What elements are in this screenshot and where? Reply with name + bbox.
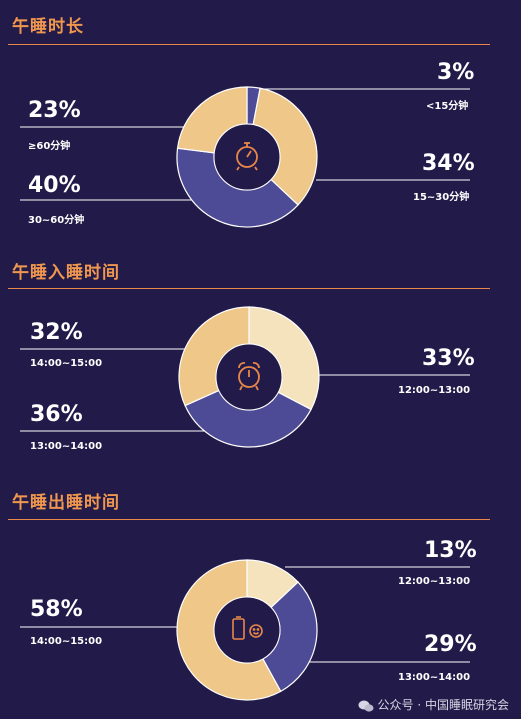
section-divider: [8, 288, 490, 289]
data-label-value: 36%: [30, 402, 83, 427]
data-label-value: 32%: [30, 320, 83, 345]
data-label-category: 15~30分钟: [413, 192, 470, 203]
section-title-wake-time: 午睡出睡时间: [12, 493, 120, 513]
section-title-nap-duration: 午睡时长: [12, 17, 84, 37]
data-label-category: 12:00~13:00: [398, 385, 471, 396]
alarm-clock-icon: [238, 362, 260, 391]
donut-chart-sleep-onset-time: [178, 306, 320, 448]
data-label-value: 29%: [424, 632, 477, 657]
section-divider: [8, 44, 490, 45]
data-label-value: 23%: [28, 98, 81, 123]
donut-chart-nap-duration: [176, 86, 318, 228]
battery-smile-icon: [232, 616, 263, 640]
data-label-category: 14:00~15:00: [30, 636, 103, 647]
section-divider: [8, 519, 490, 520]
data-label-category: <15分钟: [426, 101, 469, 112]
donut-chart-wake-time: [176, 559, 318, 701]
section-title-sleep-onset-time: 午睡入睡时间: [12, 263, 120, 283]
data-label-category: 14:00~15:00: [30, 358, 103, 369]
data-label-category: 13:00~14:00: [30, 441, 103, 452]
donut-hole: [213, 596, 281, 664]
data-label-value: 13%: [424, 538, 477, 563]
data-label-value: 33%: [422, 346, 475, 371]
data-label-value: 34%: [422, 151, 475, 176]
data-label-value: 58%: [30, 597, 83, 622]
wechat-icon: [358, 700, 374, 712]
data-label-category: 13:00~14:00: [398, 672, 471, 683]
data-label-category: 30~60分钟: [28, 215, 85, 226]
data-label-value: 40%: [28, 173, 81, 198]
data-label-category: ≥60分钟: [28, 141, 71, 152]
stopwatch-icon: [236, 142, 258, 171]
data-label-category: 12:00~13:00: [398, 576, 471, 587]
data-label-value: 3%: [437, 60, 475, 85]
watermark: 公众号 · 中国睡眠研究会: [358, 696, 509, 713]
watermark-text: 公众号 · 中国睡眠研究会: [377, 698, 509, 712]
